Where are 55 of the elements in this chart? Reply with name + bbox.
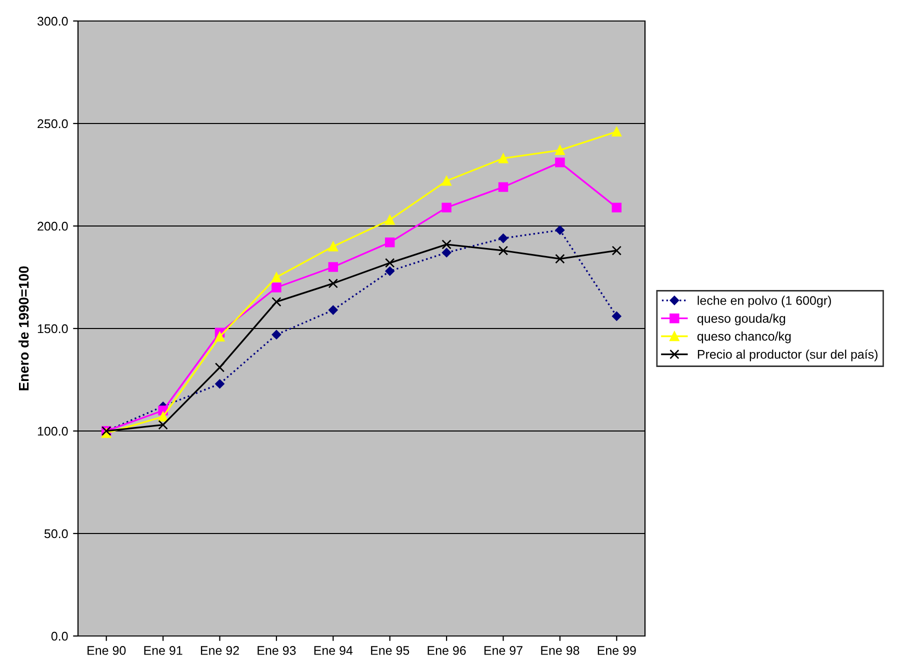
y-tick-label: 100.0 bbox=[38, 426, 68, 436]
point bbox=[328, 262, 338, 272]
point bbox=[158, 412, 168, 422]
point bbox=[214, 362, 225, 372]
point bbox=[328, 305, 338, 315]
point bbox=[498, 234, 508, 243]
point bbox=[158, 420, 168, 430]
point bbox=[272, 330, 282, 340]
x-tick-label: Ene 95 bbox=[371, 646, 410, 655]
point bbox=[555, 225, 565, 235]
x-tick-label: Ene 96 bbox=[428, 646, 466, 655]
point bbox=[384, 238, 395, 248]
y-axis-title: Enero de 1990=100 bbox=[18, 266, 29, 390]
x-tick-label: Ene 99 bbox=[598, 646, 636, 655]
x-tick-label: Ene 97 bbox=[484, 646, 522, 655]
point bbox=[272, 272, 282, 282]
point bbox=[384, 258, 395, 268]
point bbox=[328, 242, 338, 252]
x-tick-label: Ene 92 bbox=[200, 646, 239, 655]
point bbox=[442, 240, 452, 250]
y-tick-label: 50.0 bbox=[44, 529, 68, 538]
y-tick-label: 200.0 bbox=[38, 222, 68, 231]
point bbox=[384, 214, 395, 225]
y-tick-label: 250.0 bbox=[38, 119, 68, 128]
point bbox=[555, 254, 565, 264]
x-tick-label: Ene 94 bbox=[314, 646, 353, 655]
y-tick-label: 0.0 bbox=[51, 632, 68, 641]
point bbox=[555, 158, 565, 168]
y-tick-label: 300.0 bbox=[37, 16, 68, 26]
point bbox=[612, 126, 622, 137]
point bbox=[612, 312, 622, 321]
point bbox=[612, 202, 622, 212]
y-tick-label: 150.0 bbox=[38, 324, 68, 334]
point bbox=[555, 145, 565, 156]
point bbox=[272, 296, 282, 307]
legend-label: Precio al productor (sur del país) bbox=[698, 349, 878, 362]
x-tick-label: Ene 93 bbox=[258, 646, 296, 655]
point bbox=[442, 176, 452, 186]
point bbox=[442, 248, 452, 258]
point bbox=[498, 246, 508, 256]
point bbox=[498, 182, 508, 192]
legend-label: queso gouda/kg bbox=[697, 314, 786, 326]
x-tick-label: Ene 90 bbox=[88, 646, 126, 655]
x-tick-label: Ene 91 bbox=[144, 646, 182, 655]
point bbox=[272, 282, 282, 292]
point bbox=[612, 246, 622, 256]
legend-label: leche en polvo (1 600gr) bbox=[698, 296, 831, 308]
legend-label: queso chanco/kg bbox=[697, 332, 791, 344]
point bbox=[498, 153, 508, 164]
point bbox=[385, 266, 394, 276]
point bbox=[214, 332, 225, 342]
point bbox=[442, 202, 452, 212]
point bbox=[328, 278, 338, 288]
point bbox=[215, 379, 224, 388]
x-tick-label: Ene 98 bbox=[541, 646, 580, 655]
